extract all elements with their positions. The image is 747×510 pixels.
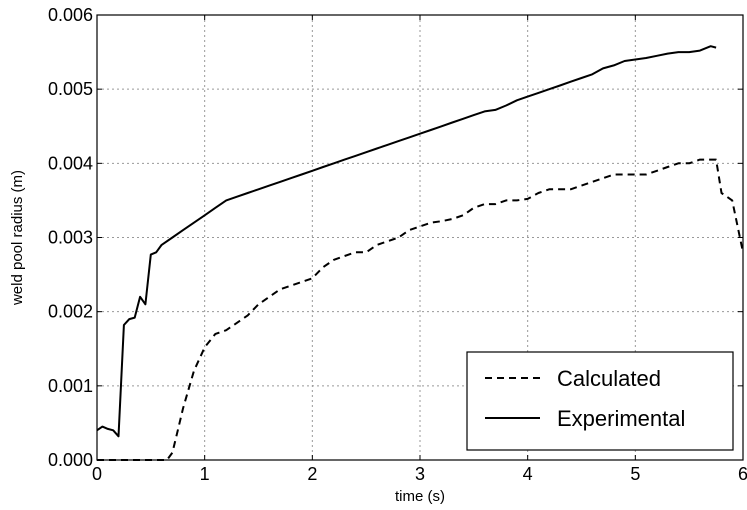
x-tick-label: 2 xyxy=(307,464,317,484)
y-tick-label: 0.000 xyxy=(48,450,93,470)
y-tick-label: 0.001 xyxy=(48,376,93,396)
x-tick-label: 3 xyxy=(415,464,425,484)
x-tick-label: 0 xyxy=(92,464,102,484)
x-tick-label: 1 xyxy=(200,464,210,484)
y-tick-label: 0.006 xyxy=(48,5,93,25)
y-tick-label: 0.005 xyxy=(48,79,93,99)
y-tick-label: 0.003 xyxy=(48,228,93,248)
axis-ticks: 0 1 2 3 4 5 6 0.000 0.001 0.002 0.003 0.004 0.005 0.0… xyxy=(48,5,747,484)
series-line-calculated xyxy=(97,158,744,461)
x-tick-label: 5 xyxy=(630,464,640,484)
legend-box xyxy=(466,351,734,451)
x-tick-label: 6 xyxy=(738,464,747,484)
x-tick-label: 4 xyxy=(523,464,533,484)
y-axis-label: weld pool radius (m) xyxy=(9,170,26,306)
series-group xyxy=(96,45,744,461)
y-tick-label: 0.004 xyxy=(48,153,93,173)
legend: Calculated Experimental xyxy=(466,351,734,451)
legend-label-calculated: Calculated xyxy=(557,366,661,391)
series-line-experimental xyxy=(96,45,717,438)
x-axis-label: time (s) xyxy=(395,488,445,505)
legend-label-experimental: Experimental xyxy=(557,406,685,431)
y-tick-label: 0.002 xyxy=(48,302,93,322)
